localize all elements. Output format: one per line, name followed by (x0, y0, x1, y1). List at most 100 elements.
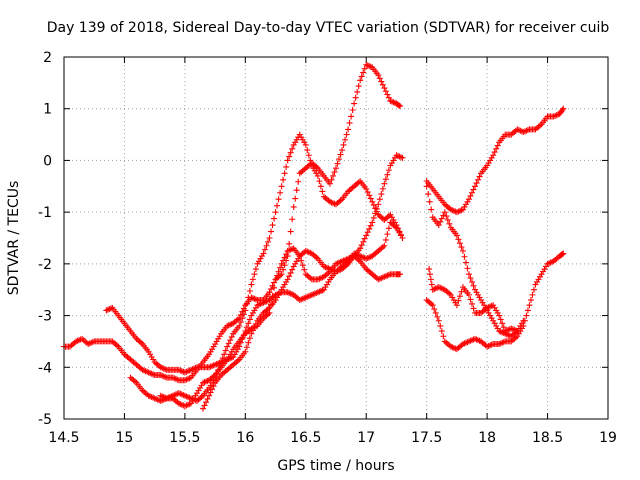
data-point (429, 302, 436, 309)
data-point (500, 324, 507, 331)
data-point (487, 342, 494, 349)
data-point (266, 289, 273, 296)
data-point (397, 103, 404, 110)
series-arc-6 (423, 105, 567, 216)
data-point (470, 305, 477, 312)
data-point (369, 219, 376, 226)
data-point (358, 73, 365, 80)
data-point (559, 251, 566, 258)
data-point (243, 300, 250, 307)
data-point (358, 242, 365, 249)
data-point (248, 281, 255, 288)
data-point (499, 339, 506, 346)
data-point (275, 268, 282, 275)
data-point (431, 306, 438, 313)
series-arc-9 (423, 183, 527, 340)
data-point (342, 136, 349, 143)
data-point (236, 322, 243, 329)
data-point (426, 271, 433, 278)
data-point (524, 307, 531, 314)
data-point (438, 328, 445, 335)
data-point (286, 153, 293, 160)
data-point (469, 300, 475, 307)
data-point (370, 214, 377, 221)
data-point (88, 339, 95, 346)
data-point (242, 307, 249, 314)
data-point (287, 228, 294, 235)
data-point (384, 171, 391, 178)
data-points (61, 61, 567, 412)
data-point (453, 302, 460, 309)
data-point (456, 293, 463, 300)
data-point (329, 172, 336, 179)
data-point (289, 216, 296, 223)
data-point (268, 228, 275, 235)
data-point (339, 147, 346, 154)
data-point (293, 187, 300, 194)
data-point (286, 240, 293, 247)
data-point (240, 311, 247, 318)
data-point (289, 266, 296, 273)
data-point (526, 302, 533, 309)
data-point (523, 312, 530, 319)
data-point (210, 383, 217, 390)
data-point (316, 178, 323, 185)
data-point (160, 373, 167, 380)
data-point (245, 320, 252, 327)
data-point (361, 235, 368, 242)
data-point (298, 257, 305, 264)
data-point (461, 253, 468, 260)
data-point (290, 203, 297, 210)
data-point (243, 324, 250, 331)
y-tick-label: 2 (43, 50, 52, 66)
y-tick-label: 1 (43, 102, 52, 118)
data-point (490, 152, 497, 159)
data-point (472, 183, 479, 190)
x-tick-label: 18.5 (532, 430, 563, 446)
x-tick-label: 15 (116, 430, 134, 446)
data-point (465, 196, 472, 203)
data-point (467, 275, 474, 282)
data-point (427, 276, 434, 283)
data-point (268, 286, 275, 293)
data-point (184, 401, 191, 408)
data-point (207, 389, 214, 396)
data-point (287, 149, 294, 156)
data-point (302, 141, 309, 148)
data-point (200, 405, 207, 412)
data-point (456, 240, 463, 247)
data-point (428, 281, 435, 288)
data-point (252, 266, 259, 273)
data-point (305, 152, 312, 159)
data-point (360, 69, 367, 76)
data-point (274, 202, 281, 209)
data-point (493, 145, 500, 152)
data-point (272, 209, 279, 216)
data-point (385, 167, 392, 174)
data-point (364, 229, 371, 236)
data-point (283, 163, 290, 170)
data-point (437, 218, 444, 225)
data-point (520, 317, 527, 324)
data-point (465, 271, 472, 278)
data-point (281, 254, 288, 261)
x-tick-label: 18 (478, 430, 496, 446)
data-point (224, 343, 231, 350)
data-point (218, 359, 225, 366)
data-point (260, 250, 267, 257)
data-point (319, 188, 326, 195)
data-point (357, 245, 364, 252)
data-point (437, 322, 444, 329)
data-point (440, 333, 447, 340)
data-point (467, 296, 474, 303)
data-point (399, 154, 406, 161)
data-point (249, 327, 256, 334)
data-point (340, 141, 347, 148)
data-point (284, 276, 291, 283)
data-point (227, 337, 234, 344)
data-point (491, 149, 498, 156)
data-point (277, 264, 284, 271)
data-point (494, 142, 501, 149)
data-point (289, 145, 296, 152)
data-point (237, 319, 244, 326)
